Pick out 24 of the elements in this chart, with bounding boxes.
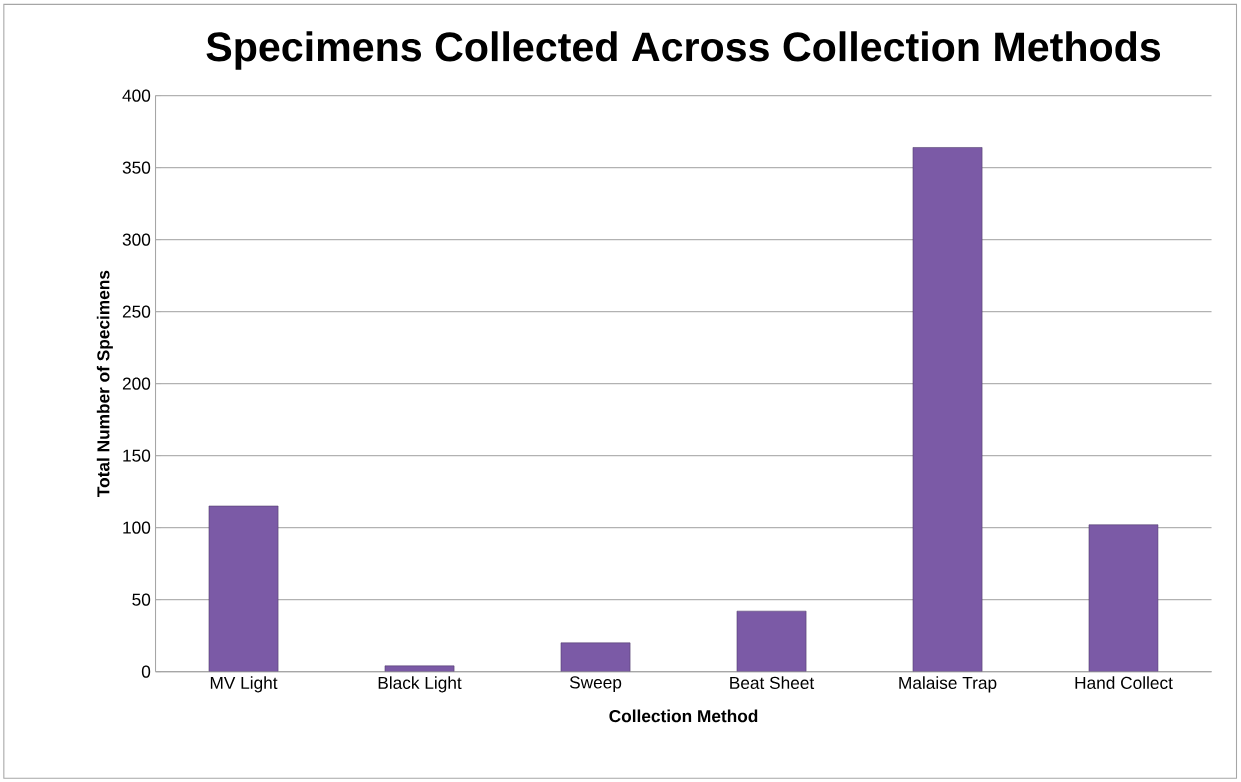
x-tick-label: MV Light: [210, 676, 278, 693]
bar: [384, 665, 455, 672]
y-tick-label: 50: [132, 593, 151, 606]
x-tick-label: Hand Collect: [1075, 676, 1173, 689]
y-tick-label: 100: [123, 521, 151, 534]
x-tick-label: Black Light: [378, 676, 462, 693]
x-tick-label: Beat Sheet: [730, 676, 815, 689]
bar: [560, 642, 631, 672]
chart-title: Specimens Collected Across Collection Methods: [206, 31, 1161, 70]
y-tick-label: 400: [122, 89, 151, 102]
y-tick-label: 0: [141, 665, 151, 678]
y-tick-label: 300: [122, 233, 151, 246]
bar: [736, 610, 807, 672]
x-tick-label: Sweep: [569, 676, 622, 692]
bar: [912, 147, 983, 672]
y-tick-label: 350: [122, 161, 151, 174]
bar: [208, 505, 279, 672]
x-tick-label: Malaise Trap: [899, 676, 997, 693]
y-tick-label: 250: [122, 305, 151, 318]
y-axis-title: Total Number of Specimens: [96, 270, 113, 497]
y-tick-label: 200: [122, 377, 151, 390]
bar: [1088, 524, 1159, 672]
y-tick-label: 150: [123, 449, 151, 462]
x-axis-title: Collection Method: [609, 709, 758, 723]
